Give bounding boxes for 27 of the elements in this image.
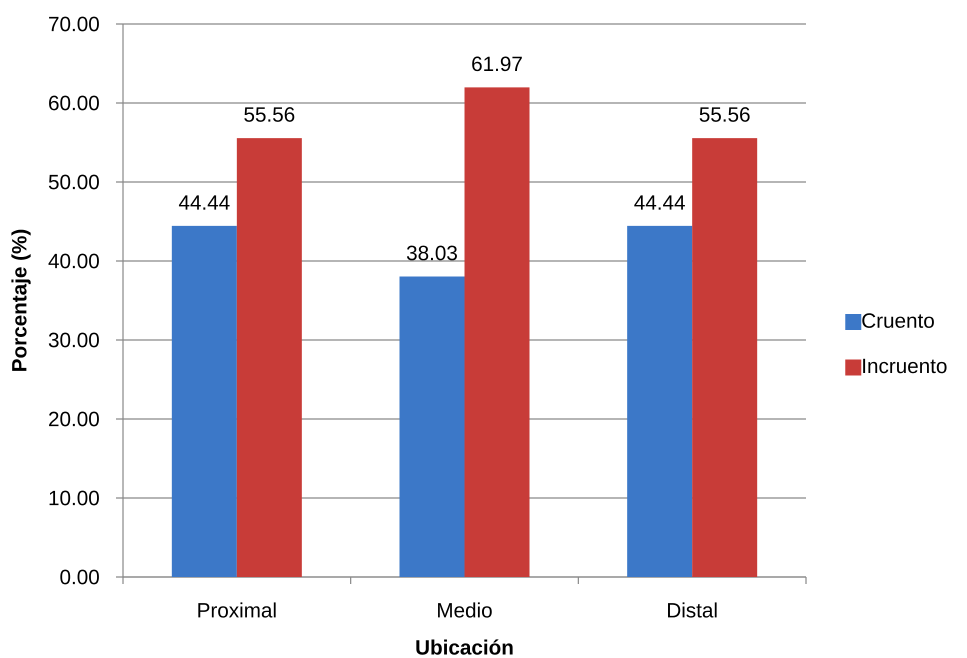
x-axis-title: Ubicación	[416, 639, 513, 655]
bar	[172, 226, 237, 577]
bar	[399, 276, 464, 577]
legend-label: Incruento	[863, 358, 947, 374]
bar	[692, 138, 758, 577]
y-tick-label: 60.00	[49, 96, 99, 110]
y-tick-label: 10.00	[50, 490, 99, 506]
x-tick-label: Medio	[438, 602, 492, 618]
y-tick-label: 70.00	[49, 16, 99, 32]
data-label: 55.56	[244, 107, 294, 122]
x-tick-label: Distal	[668, 602, 717, 618]
data-label: 38.03	[406, 246, 457, 260]
y-tick-label: 40.00	[48, 254, 99, 268]
y-tick-label: 20.00	[49, 412, 99, 426]
y-tick-label: 30.00	[48, 332, 99, 348]
legend-label: Cruento	[862, 313, 934, 328]
bar	[236, 138, 302, 577]
bar	[464, 87, 530, 577]
data-label: 61.97	[472, 56, 522, 72]
bar	[627, 226, 692, 577]
x-tick-label: Proximal	[198, 602, 276, 618]
data-label: 44.44	[634, 195, 685, 210]
y-tick-label: 0.00	[60, 570, 99, 584]
data-label: 44.44	[178, 195, 230, 210]
y-tick-label: 50.00	[48, 174, 99, 190]
y-axis-title: Porcentaje (%)	[11, 230, 31, 371]
data-label: 55.56	[700, 107, 750, 122]
